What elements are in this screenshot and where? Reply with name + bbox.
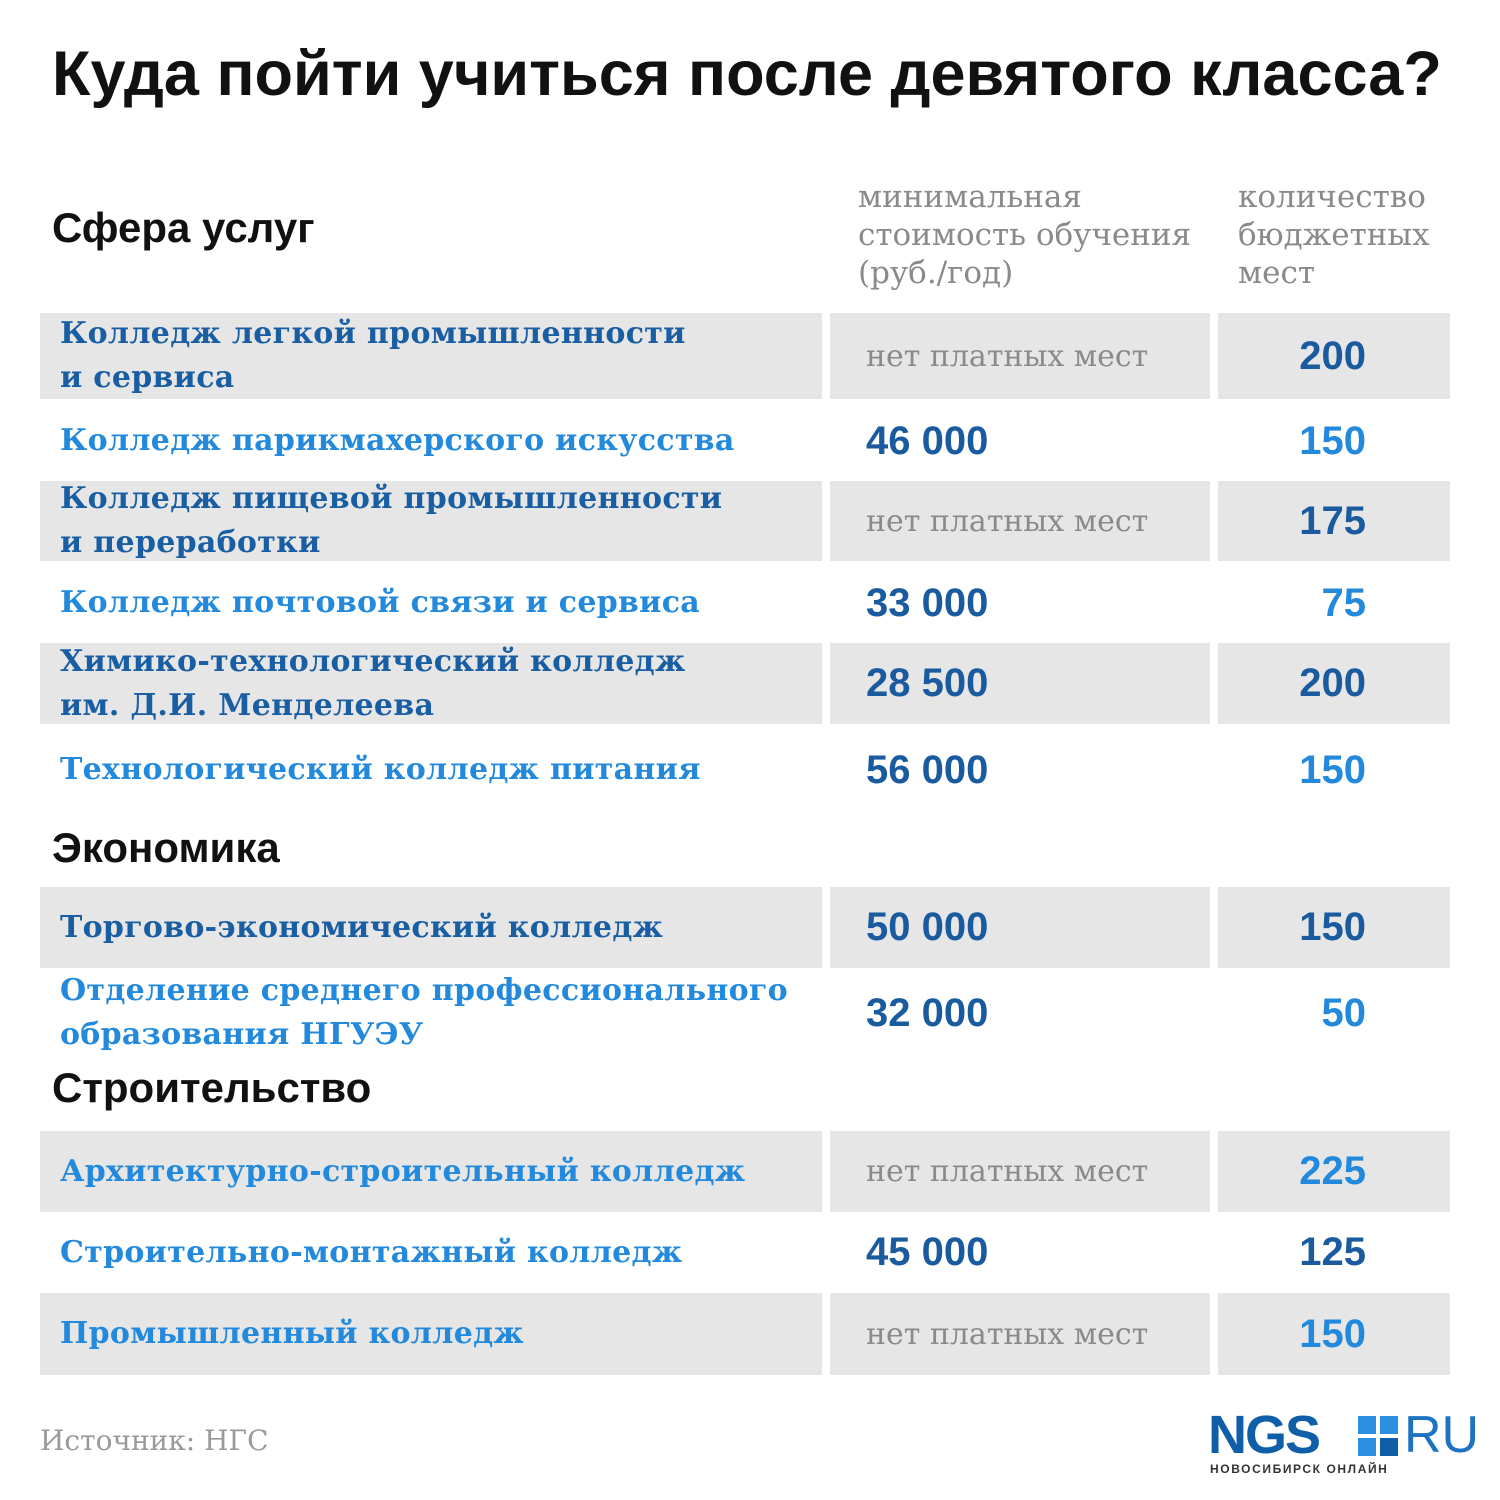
- college-name: Промышленный колледж: [60, 1316, 524, 1351]
- table-row: Торгово-экономический колледж 50 000 150: [40, 887, 1450, 968]
- page-title: Куда пойти учиться после девятого класса…: [52, 39, 1442, 109]
- table-row: Колледж пищевой промышленности и перераб…: [40, 481, 1450, 561]
- cost-value: 56 000: [866, 747, 989, 792]
- college-name: Отделение среднего профессионального обр…: [60, 973, 788, 1052]
- cost-value: нет платных мест: [866, 338, 1149, 374]
- cost-value: 32 000: [866, 990, 989, 1035]
- column-header-cost: минимальная стоимость обучения (руб./год…: [858, 179, 1192, 291]
- budget-value: 150: [1299, 1311, 1366, 1356]
- table-row: Промышленный колледж нет платных мест 15…: [40, 1293, 1450, 1375]
- budget-value: 75: [1321, 580, 1367, 625]
- column-header-budget: количество бюджетных мест: [1238, 179, 1430, 291]
- cost-value: 28 500: [866, 661, 989, 705]
- cost-value: 50 000: [866, 905, 989, 949]
- table-row: Архитектурно-строительный колледж нет пл…: [40, 1131, 1450, 1212]
- table-row: Колледж легкой промышленности и сервиса …: [40, 313, 1450, 399]
- source-note: Источник: НГС: [40, 1424, 269, 1457]
- budget-value: 175: [1299, 498, 1366, 543]
- budget-value: 150: [1299, 418, 1366, 463]
- budget-value: 125: [1299, 1230, 1366, 1274]
- college-name: Строительно-монтажный колледж: [60, 1234, 683, 1270]
- table-row: Колледж парикмахерского искусства 46 000…: [40, 405, 1450, 477]
- college-name: Химико-технологический колледж им. Д.И. …: [60, 643, 686, 723]
- table-row: Строительно-монтажный колледж 45 000 125: [40, 1212, 1450, 1293]
- budget-value: 150: [1299, 905, 1366, 949]
- college-name: Архитектурно-строительный колледж: [60, 1153, 746, 1189]
- table-row: Химико-технологический колледж им. Д.И. …: [40, 643, 1450, 724]
- cost-value: нет платных мест: [866, 503, 1149, 539]
- college-name: Колледж пищевой промышленности и перераб…: [60, 481, 723, 560]
- cost-value: нет платных мест: [866, 1316, 1149, 1352]
- cost-value: нет платных мест: [866, 1154, 1149, 1189]
- budget-value: 200: [1299, 333, 1366, 378]
- budget-value: 200: [1299, 661, 1366, 705]
- budget-value: 50: [1321, 990, 1367, 1035]
- table-row: Отделение среднего профессионального обр…: [40, 968, 1450, 1058]
- college-name: Технологический колледж питания: [60, 752, 701, 787]
- table-row: Технологический колледж питания 56 000 1…: [40, 730, 1450, 810]
- college-name: Колледж почтовой связи и сервиса: [60, 585, 701, 620]
- section-title-construction: Строительство: [52, 1064, 372, 1111]
- college-name: Торгово-экономический колледж: [60, 909, 664, 945]
- logo-subtitle: НОВОСИБИРСК ОНЛАЙН: [1210, 1462, 1389, 1476]
- ngs-logo[interactable]: NGS RU НОВОСИБИРСК ОНЛАЙН: [1208, 1405, 1480, 1476]
- table-row: Колледж почтовой связи и сервиса 33 000 …: [40, 567, 1450, 639]
- logo-ru-text: RU: [1404, 1406, 1480, 1464]
- cost-value: 33 000: [866, 580, 989, 625]
- budget-value: 225: [1299, 1149, 1366, 1193]
- section-title-economy: Экономика: [52, 824, 280, 871]
- budget-value: 150: [1299, 747, 1366, 792]
- logo-ngs-text: NGS: [1208, 1405, 1321, 1465]
- cost-value: 45 000: [866, 1230, 989, 1274]
- college-name: Колледж легкой промышленности и сервиса: [60, 316, 686, 395]
- logo-square-icon: [1358, 1416, 1398, 1456]
- cost-value: 46 000: [866, 418, 989, 463]
- section-title-services: Сфера услуг: [52, 204, 315, 251]
- college-name: Колледж парикмахерского искусства: [60, 423, 735, 458]
